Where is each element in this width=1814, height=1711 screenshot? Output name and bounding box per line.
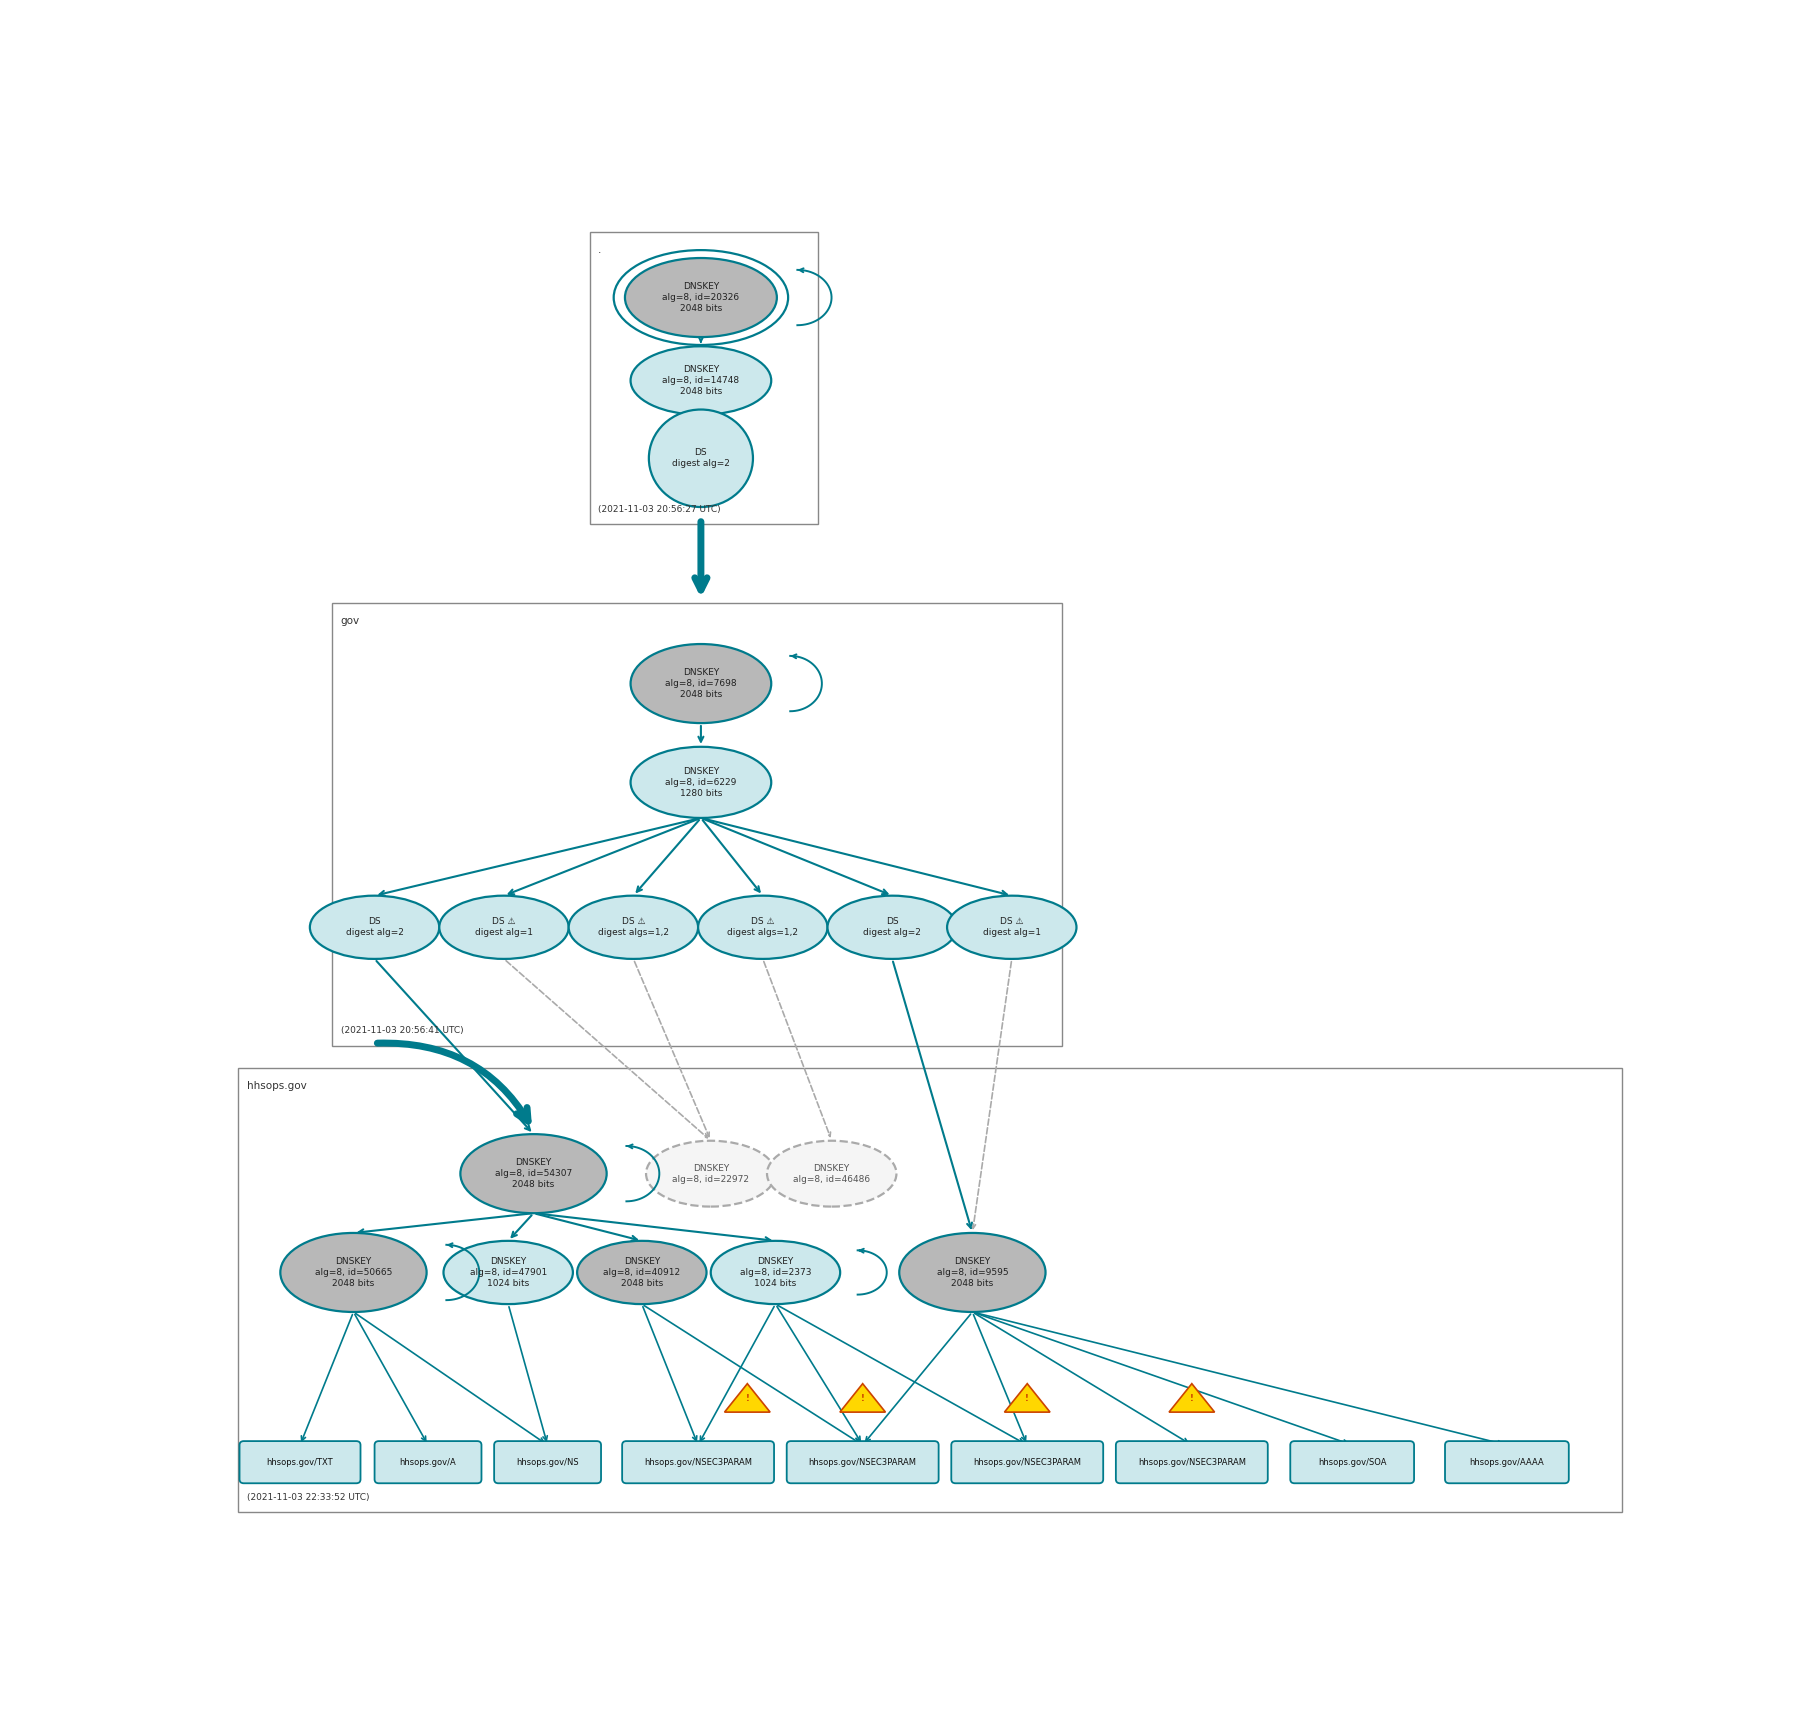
Text: !: ! bbox=[860, 1394, 863, 1403]
Text: DS ⚠
digest algs=1,2: DS ⚠ digest algs=1,2 bbox=[597, 917, 669, 938]
Polygon shape bbox=[840, 1384, 885, 1412]
Text: DNSKEY
alg=8, id=14748
2048 bits: DNSKEY alg=8, id=14748 2048 bits bbox=[662, 364, 738, 397]
Text: hhsops.gov/NS: hhsops.gov/NS bbox=[515, 1458, 579, 1466]
Ellipse shape bbox=[711, 1240, 840, 1304]
Polygon shape bbox=[1168, 1384, 1214, 1412]
Text: DNSKEY
alg=8, id=50665
2048 bits: DNSKEY alg=8, id=50665 2048 bits bbox=[314, 1258, 392, 1288]
Text: DNSKEY
alg=8, id=6229
1280 bits: DNSKEY alg=8, id=6229 1280 bits bbox=[666, 767, 736, 797]
FancyBboxPatch shape bbox=[493, 1441, 600, 1483]
Text: hhsops.gov/A: hhsops.gov/A bbox=[399, 1458, 455, 1466]
FancyBboxPatch shape bbox=[238, 1068, 1622, 1513]
Ellipse shape bbox=[767, 1141, 896, 1206]
Text: hhsops.gov: hhsops.gov bbox=[247, 1081, 307, 1092]
Ellipse shape bbox=[577, 1240, 706, 1304]
Text: !: ! bbox=[1025, 1394, 1029, 1403]
Text: (2021-11-03 22:33:52 UTC): (2021-11-03 22:33:52 UTC) bbox=[247, 1492, 368, 1502]
Ellipse shape bbox=[646, 1141, 775, 1206]
Text: hhsops.gov/NSEC3PARAM: hhsops.gov/NSEC3PARAM bbox=[972, 1458, 1081, 1466]
Text: DNSKEY
alg=8, id=47901
1024 bits: DNSKEY alg=8, id=47901 1024 bits bbox=[470, 1258, 546, 1288]
Text: hhsops.gov/NSEC3PARAM: hhsops.gov/NSEC3PARAM bbox=[1137, 1458, 1244, 1466]
Text: DNSKEY
alg=8, id=20326
2048 bits: DNSKEY alg=8, id=20326 2048 bits bbox=[662, 282, 738, 313]
Ellipse shape bbox=[898, 1234, 1045, 1312]
FancyBboxPatch shape bbox=[1116, 1441, 1266, 1483]
FancyBboxPatch shape bbox=[239, 1441, 361, 1483]
Text: DS ⚠
digest alg=1: DS ⚠ digest alg=1 bbox=[981, 917, 1039, 938]
Text: !: ! bbox=[1190, 1394, 1194, 1403]
Ellipse shape bbox=[947, 895, 1076, 958]
Text: DNSKEY
alg=8, id=2373
1024 bits: DNSKEY alg=8, id=2373 1024 bits bbox=[740, 1258, 811, 1288]
Polygon shape bbox=[1003, 1384, 1050, 1412]
FancyBboxPatch shape bbox=[332, 604, 1061, 1045]
FancyBboxPatch shape bbox=[785, 1441, 938, 1483]
Text: DNSKEY
alg=8, id=54307
2048 bits: DNSKEY alg=8, id=54307 2048 bits bbox=[495, 1158, 571, 1189]
Text: DNSKEY
alg=8, id=46486: DNSKEY alg=8, id=46486 bbox=[793, 1163, 869, 1184]
Ellipse shape bbox=[629, 643, 771, 724]
Text: DS ⚠
digest algs=1,2: DS ⚠ digest algs=1,2 bbox=[727, 917, 798, 938]
FancyBboxPatch shape bbox=[1290, 1441, 1413, 1483]
Text: DNSKEY
alg=8, id=40912
2048 bits: DNSKEY alg=8, id=40912 2048 bits bbox=[602, 1258, 680, 1288]
Text: DNSKEY
alg=8, id=9595
2048 bits: DNSKEY alg=8, id=9595 2048 bits bbox=[936, 1258, 1007, 1288]
Text: !: ! bbox=[746, 1394, 749, 1403]
Ellipse shape bbox=[279, 1234, 426, 1312]
Ellipse shape bbox=[310, 895, 439, 958]
Ellipse shape bbox=[568, 895, 698, 958]
Text: hhsops.gov/AAAA: hhsops.gov/AAAA bbox=[1469, 1458, 1544, 1466]
Text: (2021-11-03 20:56:41 UTC): (2021-11-03 20:56:41 UTC) bbox=[341, 1027, 463, 1035]
FancyBboxPatch shape bbox=[951, 1441, 1103, 1483]
Text: DS
digest alg=2: DS digest alg=2 bbox=[863, 917, 922, 938]
Text: gov: gov bbox=[341, 616, 359, 626]
Text: DS
digest alg=2: DS digest alg=2 bbox=[671, 448, 729, 469]
Ellipse shape bbox=[629, 346, 771, 414]
Text: hhsops.gov/NSEC3PARAM: hhsops.gov/NSEC3PARAM bbox=[644, 1458, 751, 1466]
Polygon shape bbox=[724, 1384, 769, 1412]
Text: hhsops.gov/SOA: hhsops.gov/SOA bbox=[1317, 1458, 1386, 1466]
Text: DNSKEY
alg=8, id=7698
2048 bits: DNSKEY alg=8, id=7698 2048 bits bbox=[664, 667, 736, 700]
Ellipse shape bbox=[649, 409, 753, 506]
Text: DS
digest alg=2: DS digest alg=2 bbox=[345, 917, 403, 938]
Ellipse shape bbox=[698, 895, 827, 958]
Text: DS ⚠
digest alg=1: DS ⚠ digest alg=1 bbox=[475, 917, 533, 938]
FancyBboxPatch shape bbox=[374, 1441, 481, 1483]
Text: (2021-11-03 20:56:27 UTC): (2021-11-03 20:56:27 UTC) bbox=[599, 505, 720, 513]
FancyBboxPatch shape bbox=[590, 231, 816, 524]
Ellipse shape bbox=[443, 1240, 573, 1304]
FancyBboxPatch shape bbox=[622, 1441, 773, 1483]
Text: hhsops.gov/NSEC3PARAM: hhsops.gov/NSEC3PARAM bbox=[809, 1458, 916, 1466]
Text: .: . bbox=[599, 245, 600, 255]
Ellipse shape bbox=[624, 258, 776, 337]
Text: DNSKEY
alg=8, id=22972: DNSKEY alg=8, id=22972 bbox=[671, 1163, 749, 1184]
Ellipse shape bbox=[827, 895, 956, 958]
Text: hhsops.gov/TXT: hhsops.gov/TXT bbox=[267, 1458, 334, 1466]
Ellipse shape bbox=[461, 1134, 606, 1213]
Ellipse shape bbox=[439, 895, 568, 958]
FancyBboxPatch shape bbox=[1444, 1441, 1567, 1483]
Ellipse shape bbox=[629, 746, 771, 818]
